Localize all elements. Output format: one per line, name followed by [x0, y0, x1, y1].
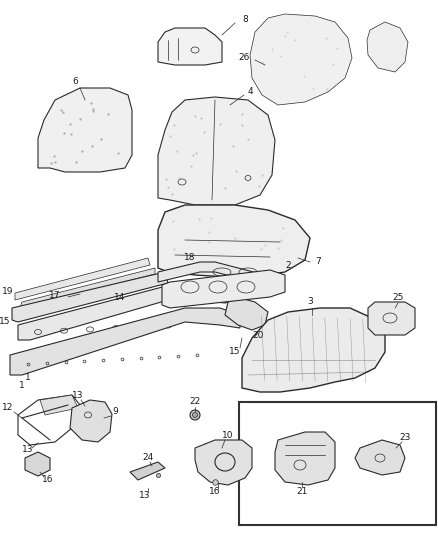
Text: 2: 2: [285, 261, 291, 270]
Polygon shape: [368, 302, 415, 335]
Polygon shape: [40, 395, 78, 415]
Polygon shape: [158, 262, 265, 285]
Polygon shape: [15, 258, 150, 300]
Text: 1: 1: [19, 381, 25, 390]
Text: 15: 15: [229, 348, 241, 357]
Text: 4: 4: [247, 87, 253, 96]
Text: 14: 14: [114, 294, 126, 303]
Text: 3: 3: [307, 297, 313, 306]
Polygon shape: [130, 462, 165, 480]
Polygon shape: [158, 28, 222, 65]
Polygon shape: [158, 97, 275, 205]
Polygon shape: [225, 298, 268, 330]
Polygon shape: [38, 88, 132, 172]
Text: 8: 8: [242, 15, 248, 25]
Text: 10: 10: [222, 431, 234, 440]
Text: 18: 18: [184, 254, 196, 262]
Text: 19: 19: [2, 287, 14, 296]
Text: 13: 13: [22, 446, 34, 455]
Text: 13: 13: [72, 392, 84, 400]
Text: 23: 23: [399, 433, 411, 442]
Text: 6: 6: [72, 77, 78, 86]
Polygon shape: [158, 205, 310, 278]
Text: 21: 21: [297, 488, 307, 497]
Text: 24: 24: [142, 454, 154, 463]
Text: 12: 12: [2, 403, 14, 413]
Text: 22: 22: [189, 398, 201, 407]
Polygon shape: [12, 272, 168, 322]
Text: 15: 15: [0, 318, 11, 327]
Text: 26: 26: [238, 53, 250, 62]
Ellipse shape: [192, 413, 198, 417]
Text: 9: 9: [112, 408, 118, 416]
Text: 13: 13: [139, 490, 151, 499]
Ellipse shape: [190, 410, 200, 420]
Polygon shape: [355, 440, 405, 475]
Text: 7: 7: [315, 257, 321, 266]
Text: 1: 1: [25, 374, 31, 383]
Text: 17: 17: [49, 290, 61, 300]
Polygon shape: [242, 308, 385, 392]
Polygon shape: [70, 400, 112, 442]
Polygon shape: [275, 432, 335, 485]
Polygon shape: [18, 285, 235, 340]
Text: 16: 16: [209, 488, 221, 497]
Polygon shape: [10, 308, 240, 375]
Bar: [239, 402, 436, 525]
Text: 20: 20: [252, 332, 264, 341]
Polygon shape: [367, 22, 408, 72]
Polygon shape: [195, 440, 252, 485]
Polygon shape: [20, 268, 155, 308]
Polygon shape: [250, 14, 352, 105]
Polygon shape: [162, 270, 285, 308]
Text: 16: 16: [42, 475, 54, 484]
Text: 25: 25: [392, 294, 404, 303]
Polygon shape: [25, 452, 50, 476]
